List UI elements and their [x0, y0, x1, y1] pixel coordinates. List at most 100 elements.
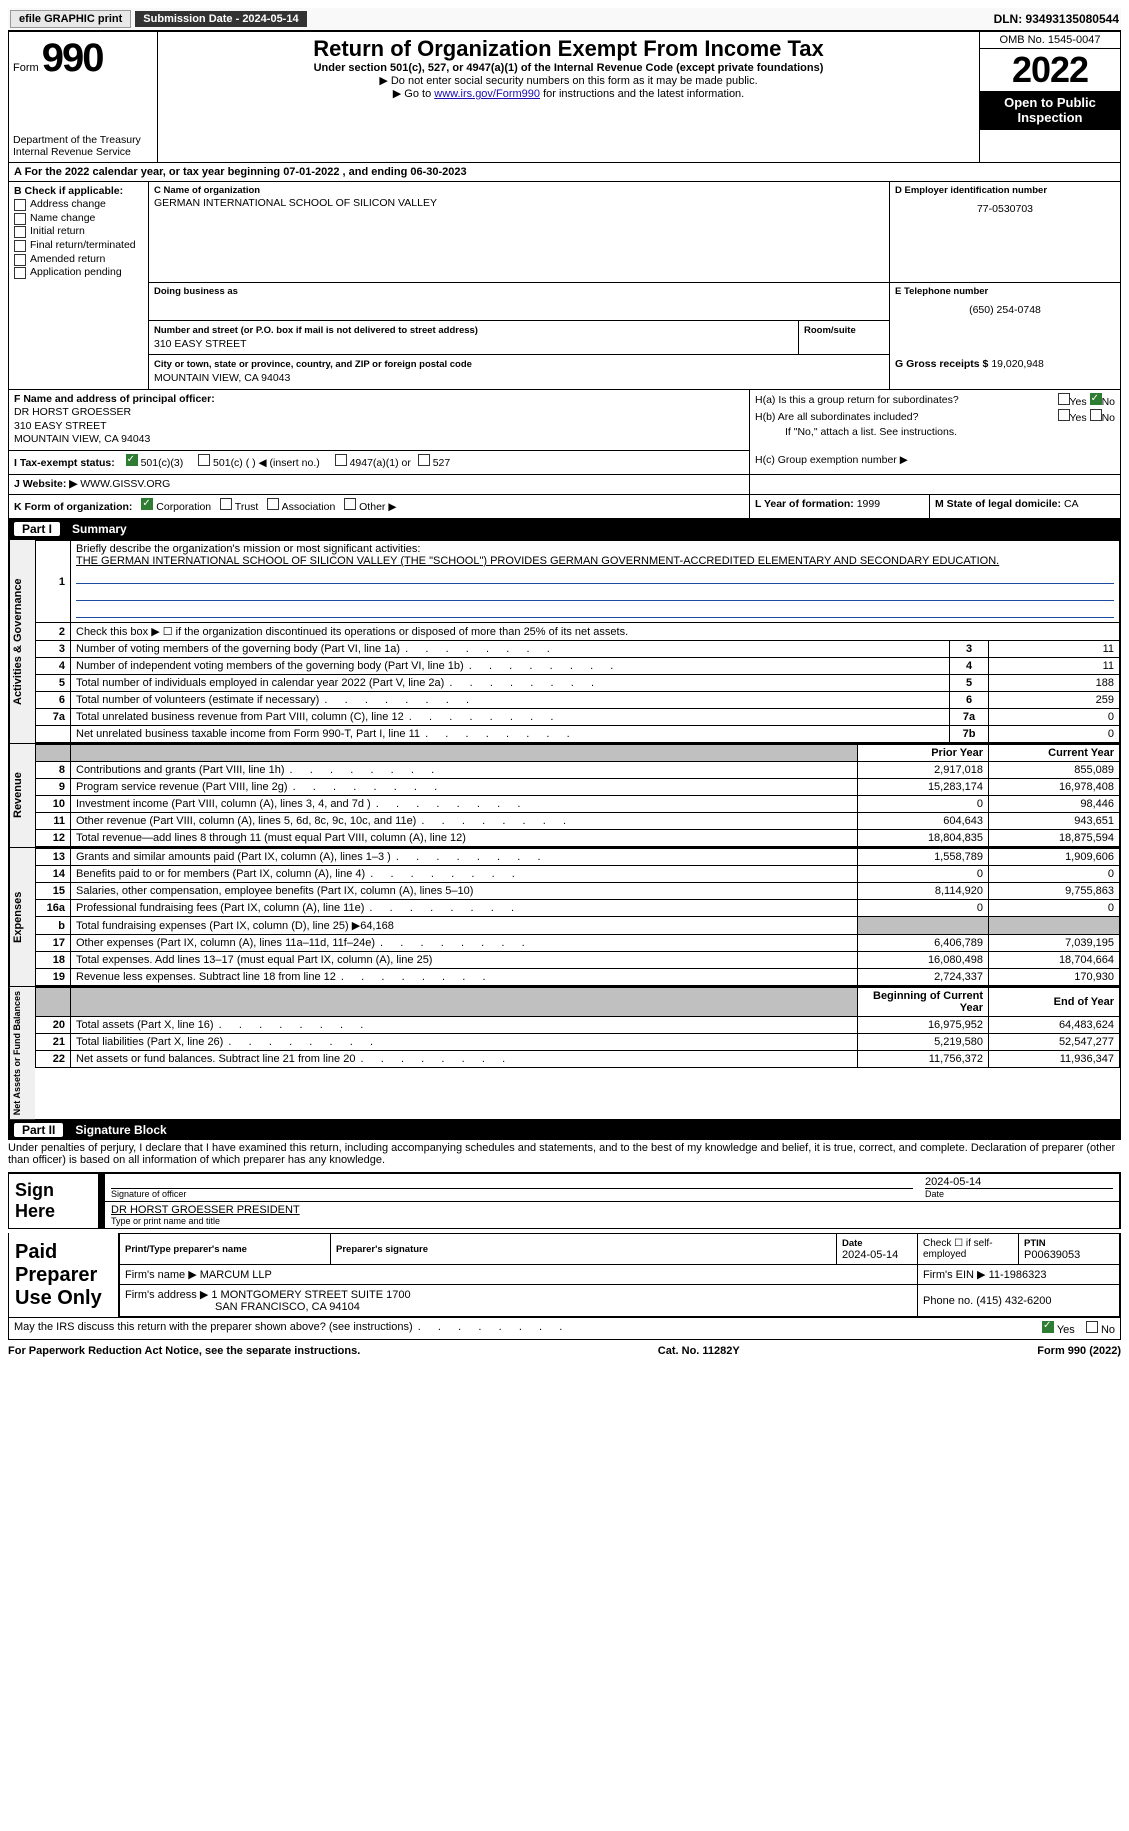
org-name: GERMAN INTERNATIONAL SCHOOL OF SILICON V…	[154, 197, 884, 211]
goto-pre: ▶ Go to	[393, 88, 434, 100]
b5: 5	[950, 675, 989, 692]
chk-ha-no[interactable]	[1090, 393, 1102, 405]
d11: Other revenue (Part VIII, column (A), li…	[71, 813, 858, 830]
lbl-officer: F Name and address of principal officer:	[14, 393, 215, 405]
d12: Total revenue—add lines 8 through 11 (mu…	[71, 830, 858, 847]
prep-name-lbl: Print/Type preparer's name	[125, 1244, 247, 1255]
v7a: 0	[989, 709, 1120, 726]
part1-header: Part I Summary	[8, 519, 1121, 539]
v5: 188	[989, 675, 1120, 692]
officer-name-title: DR HORST GROESSER PRESIDENT	[111, 1204, 1113, 1216]
irs-link[interactable]: www.irs.gov/Form990	[434, 88, 540, 100]
discuss-text: May the IRS discuss this return with the…	[14, 1321, 564, 1336]
prep-date: 2024-05-14	[842, 1249, 898, 1261]
chk-501c3[interactable]	[126, 454, 138, 466]
chk-hb-no[interactable]	[1090, 409, 1102, 421]
chk-initial-return[interactable]	[14, 226, 26, 238]
p21: 5,219,580	[858, 1034, 989, 1051]
p14: 0	[858, 866, 989, 883]
chk-other[interactable]	[344, 498, 356, 510]
summary-netassets: Net Assets or Fund Balances Beginning of…	[8, 987, 1121, 1120]
efile-print-button[interactable]: efile GRAPHIC print	[10, 10, 131, 28]
lbl-room: Room/suite	[804, 325, 856, 336]
lbl-ein: D Employer identification number	[895, 185, 1115, 197]
domicile-value: CA	[1064, 498, 1079, 510]
paid-preparer-block: Paid Preparer Use Only Print/Type prepar…	[8, 1233, 1121, 1318]
p10: 0	[858, 796, 989, 813]
part2-title: Signature Block	[75, 1123, 166, 1137]
dln-label: DLN: 93493135080544	[994, 12, 1119, 26]
ha-no: No	[1102, 396, 1115, 408]
p17: 6,406,789	[858, 935, 989, 952]
street-value: 310 EASY STREET	[154, 338, 247, 350]
chk-name-change[interactable]	[14, 213, 26, 225]
sig-officer-label: Signature of officer	[111, 1188, 913, 1199]
year-formed-value: 1999	[857, 498, 880, 510]
lbl-street: Number and street (or P.O. box if mail i…	[154, 325, 478, 336]
chk-hb-yes[interactable]	[1058, 409, 1070, 421]
d20: Total assets (Part X, line 16)	[71, 1017, 858, 1034]
firm-phone-lbl: Phone no.	[923, 1295, 973, 1307]
chk-assoc[interactable]	[267, 498, 279, 510]
form-header: Form 990 Return of Organization Exempt F…	[8, 31, 1121, 163]
b7b: 7b	[950, 726, 989, 743]
d10: Investment income (Part VIII, column (A)…	[71, 796, 858, 813]
chk-final-return[interactable]	[14, 240, 26, 252]
p15: 8,114,920	[858, 883, 989, 900]
hdr-prior: Prior Year	[858, 745, 989, 762]
box-g: G Gross receipts $ 19,020,948	[890, 355, 1120, 389]
dept-treasury: Department of the TreasuryInternal Reven…	[9, 130, 158, 163]
label-activities-governance: Activities & Governance	[9, 540, 35, 743]
d7b: Net unrelated business taxable income fr…	[71, 726, 950, 743]
lbl-phone: E Telephone number	[895, 286, 1115, 298]
c18: 18,704,664	[989, 952, 1120, 969]
c17: 7,039,195	[989, 935, 1120, 952]
p16b	[858, 917, 989, 935]
officer-addr2: MOUNTAIN VIEW, CA 94043	[14, 433, 150, 445]
opt-4947: 4947(a)(1) or	[350, 457, 411, 469]
top-bar: efile GRAPHIC print Submission Date - 20…	[8, 8, 1121, 31]
ptin-val: P00639053	[1024, 1249, 1080, 1261]
v7b: 0	[989, 726, 1120, 743]
ln22: 22	[36, 1051, 71, 1068]
hdr-eoy: End of Year	[989, 988, 1120, 1017]
phone-value: (650) 254-0748	[895, 298, 1115, 318]
part2-num: Part II	[14, 1123, 63, 1137]
hb-no: No	[1102, 412, 1115, 424]
discuss-row: May the IRS discuss this return with the…	[8, 1318, 1121, 1340]
firm-ein: 11-1986323	[989, 1269, 1047, 1281]
officer-name: DR HORST GROESSER	[14, 406, 131, 418]
chk-address-change[interactable]	[14, 199, 26, 211]
chk-527[interactable]	[418, 454, 430, 466]
chk-trust[interactable]	[220, 498, 232, 510]
label-revenue: Revenue	[9, 744, 35, 847]
label-netassets: Net Assets or Fund Balances	[9, 987, 35, 1119]
d8: Contributions and grants (Part VIII, lin…	[71, 762, 858, 779]
ln10: 10	[36, 796, 71, 813]
p16a: 0	[858, 900, 989, 917]
mission-blank-1	[76, 569, 1114, 584]
tax-year: 2022	[980, 49, 1120, 91]
lbl-dba: Doing business as	[154, 286, 884, 298]
lbl-address-change: Address change	[30, 198, 106, 212]
mission-text: THE GERMAN INTERNATIONAL SCHOOL OF SILIC…	[76, 555, 999, 567]
box-b: B Check if applicable: Address change Na…	[9, 182, 149, 283]
summary-expenses: Expenses 13Grants and similar amounts pa…	[8, 848, 1121, 987]
chk-corp[interactable]	[141, 498, 153, 510]
chk-discuss-yes[interactable]	[1042, 1321, 1054, 1333]
chk-discuss-no[interactable]	[1086, 1321, 1098, 1333]
firm-addr-lbl: Firm's address ▶	[125, 1289, 208, 1301]
type-print-label: Type or print name and title	[111, 1216, 1113, 1226]
chk-4947[interactable]	[335, 454, 347, 466]
chk-amended-return[interactable]	[14, 254, 26, 266]
chk-ha-yes[interactable]	[1058, 393, 1070, 405]
c13: 1,909,606	[989, 849, 1120, 866]
chk-application-pending[interactable]	[14, 267, 26, 279]
chk-501c[interactable]	[198, 454, 210, 466]
d5: Total number of individuals employed in …	[71, 675, 950, 692]
opt-501c3: 501(c)(3)	[141, 457, 184, 469]
box-j: J Website: ▶ WWW.GISSV.ORG	[9, 475, 750, 495]
ln11: 11	[36, 813, 71, 830]
p13: 1,558,789	[858, 849, 989, 866]
lbl-initial-return: Initial return	[30, 225, 85, 239]
